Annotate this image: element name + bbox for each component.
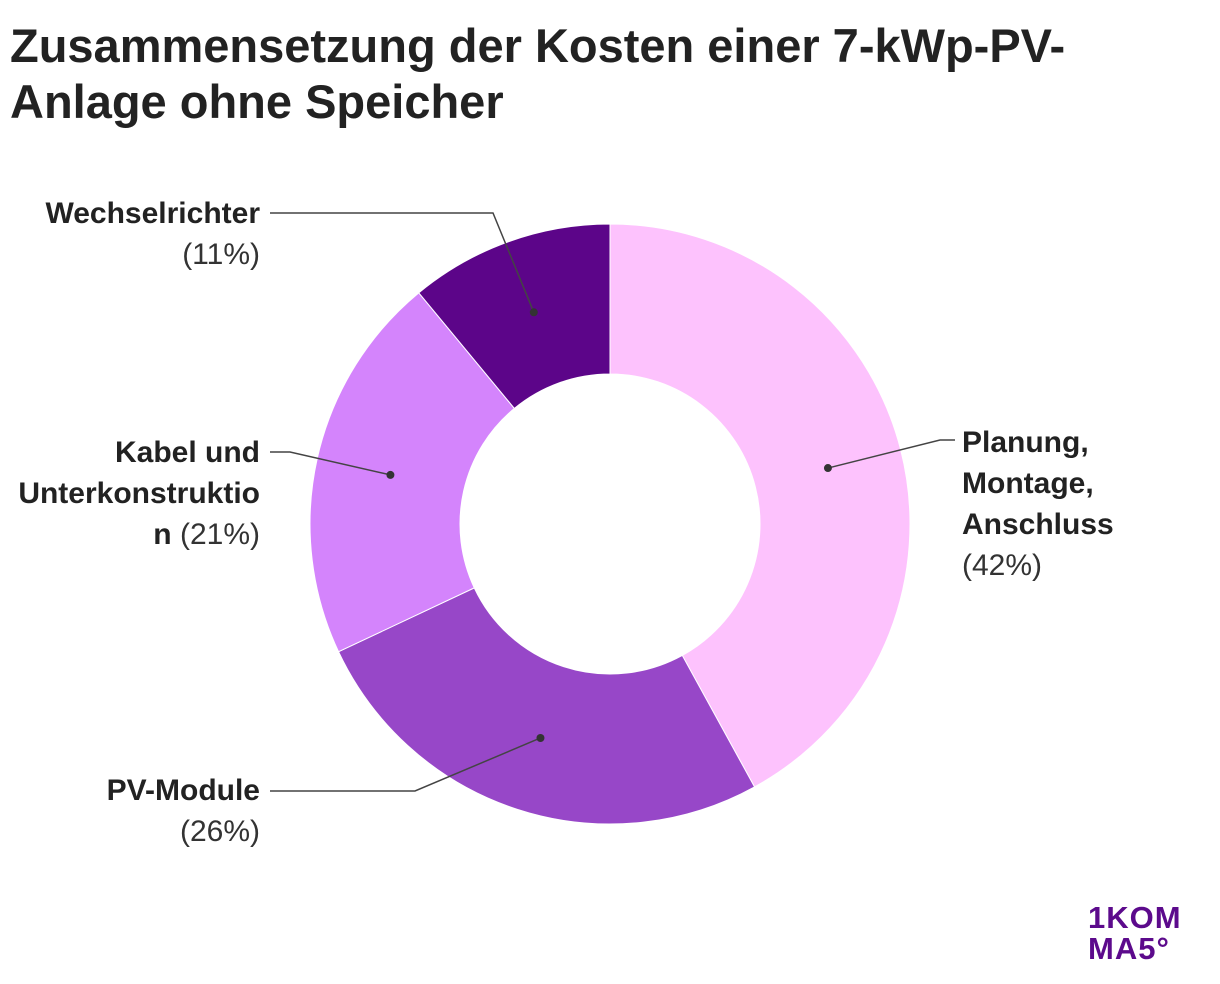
slice-name: Kabel und Unterkonstruktion bbox=[18, 436, 260, 551]
leader-dot bbox=[823, 464, 832, 473]
leader-line bbox=[270, 451, 391, 476]
donut-slice bbox=[337, 587, 756, 825]
leader-line bbox=[270, 212, 535, 313]
leader-dot bbox=[386, 470, 395, 479]
slice-label-planung: Planung, Montage, Anschluss (42%) bbox=[962, 422, 1162, 586]
slice-name: PV-Module bbox=[106, 774, 260, 807]
chart-title: Zusammensetzung der Kosten einer 7-kWp-P… bbox=[10, 19, 1066, 128]
slice-percent: (21%) bbox=[179, 518, 260, 551]
slice-percent: (11%) bbox=[182, 238, 260, 271]
slice-name: Wechselrichter bbox=[45, 197, 260, 230]
logo-line-2: MA5° bbox=[1088, 931, 1170, 966]
slice-label-pv-module: PV-Module (26%) bbox=[20, 770, 260, 852]
leader-dot bbox=[529, 308, 538, 317]
donut-slice bbox=[418, 223, 611, 410]
slice-label-kabel: Kabel und Unterkonstruktion (21%) bbox=[10, 432, 260, 555]
donut-slice bbox=[309, 292, 516, 653]
slice-percent: (26%) bbox=[179, 815, 260, 848]
leader-line bbox=[827, 439, 955, 469]
logo-line-1: 1KOM bbox=[1088, 900, 1182, 935]
slice-percent: (42%) bbox=[962, 549, 1043, 582]
donut-slice bbox=[609, 223, 911, 788]
brand-logo: 1KOM MA5° bbox=[1088, 902, 1182, 964]
leader-line bbox=[270, 737, 541, 792]
slice-label-wechselrichter: Wechselrichter (11%) bbox=[20, 193, 260, 275]
slice-name: Planung, Montage, Anschluss bbox=[962, 426, 1114, 541]
leader-dot bbox=[536, 733, 545, 742]
